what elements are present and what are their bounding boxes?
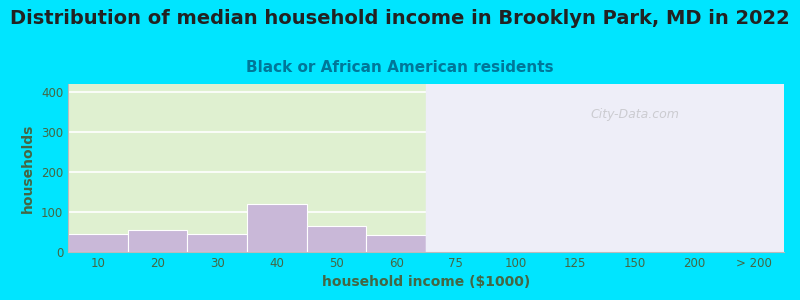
Y-axis label: households: households [22, 123, 35, 213]
Bar [486, 152, 546, 252]
Bar [187, 234, 247, 252]
Bar [724, 205, 784, 252]
Bar [546, 235, 605, 252]
Bar [128, 230, 187, 252]
Bar [605, 213, 665, 252]
Bar [426, 130, 486, 252]
Bar [665, 205, 724, 252]
Text: Black or African American residents: Black or African American residents [246, 60, 554, 75]
Bar [306, 226, 366, 252]
Text: Distribution of median household income in Brooklyn Park, MD in 2022: Distribution of median household income … [10, 9, 790, 28]
Bar [426, 72, 800, 252]
Bar [366, 235, 426, 252]
Text: City-Data.com: City-Data.com [590, 108, 679, 121]
X-axis label: household income ($1000): household income ($1000) [322, 275, 530, 290]
Bar [247, 204, 306, 252]
Bar [68, 234, 128, 252]
